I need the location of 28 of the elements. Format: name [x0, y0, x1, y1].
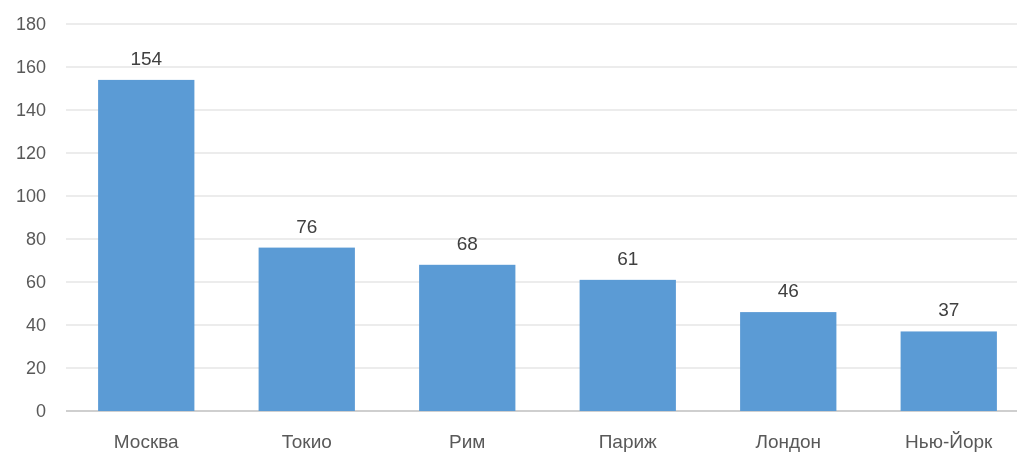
data-label: 68	[456, 232, 478, 254]
data-label: 61	[617, 247, 639, 269]
y-tick-label: 60	[25, 272, 46, 293]
bar	[98, 79, 195, 411]
x-tick-label: Париж	[598, 431, 658, 452]
data-label: 154	[130, 47, 163, 69]
y-tick-label: 160	[15, 57, 46, 78]
bar	[258, 247, 355, 411]
bar	[740, 312, 837, 411]
y-tick-label: 180	[15, 14, 46, 35]
data-label: 46	[777, 280, 799, 302]
y-tick-label: 100	[15, 186, 46, 207]
x-tick-label: Лондон	[755, 431, 822, 452]
data-label: 37	[938, 299, 960, 321]
bar	[419, 264, 516, 411]
x-tick-label: Токио	[281, 431, 332, 452]
y-tick-label: 140	[15, 100, 46, 121]
x-tick-label: Рим	[449, 431, 486, 452]
data-label: 76	[296, 215, 318, 237]
x-tick-label: Нью-Йорк	[905, 431, 994, 452]
y-tick-label: 20	[25, 358, 46, 379]
bar	[579, 279, 676, 411]
y-tick-label: 40	[25, 315, 46, 336]
y-tick-label: 0	[35, 401, 46, 422]
bar	[900, 331, 997, 411]
x-tick-label: Москва	[113, 431, 180, 452]
y-tick-label: 80	[25, 229, 46, 250]
y-tick-label: 120	[15, 143, 46, 164]
